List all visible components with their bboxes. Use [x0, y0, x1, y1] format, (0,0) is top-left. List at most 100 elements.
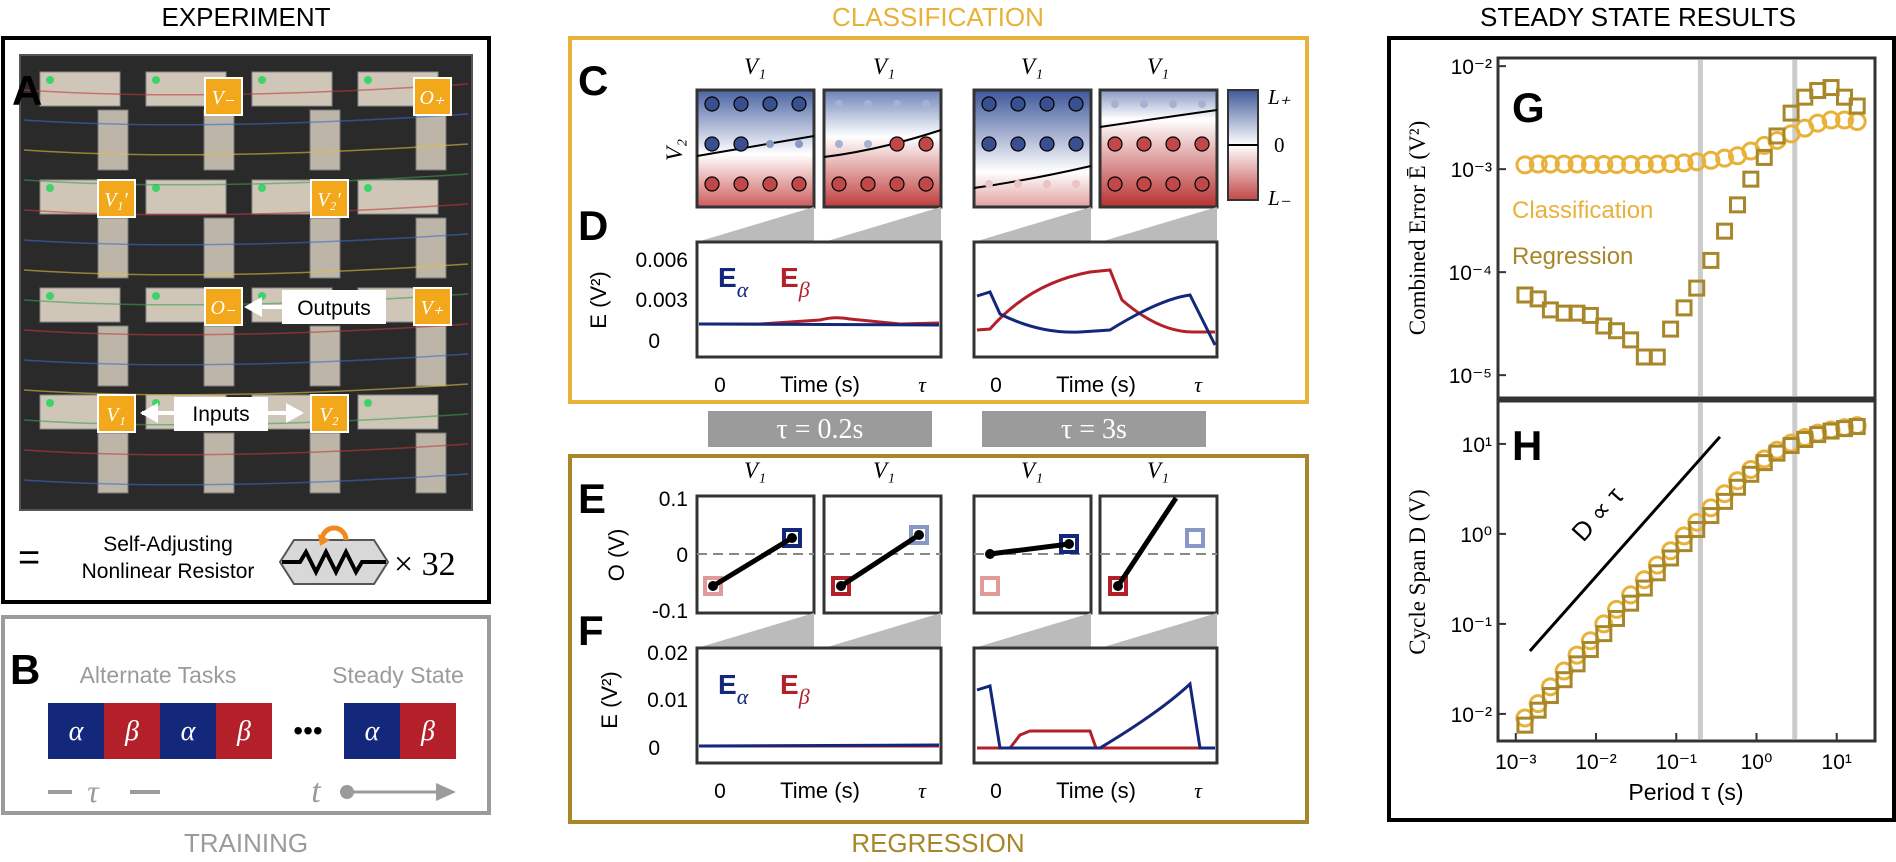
- class-dot: [791, 176, 807, 192]
- h-point-regression-11: [1662, 549, 1680, 567]
- class-dot: [1107, 136, 1123, 152]
- class-dot: [1111, 100, 1119, 108]
- h-point-regression-14: [1702, 507, 1720, 525]
- board-led: [364, 76, 372, 84]
- board-wire: [23, 203, 469, 216]
- e-title-v1-4: V₁: [1147, 458, 1169, 483]
- g-point-classification-10: [1647, 154, 1667, 174]
- chart-g-marks: 10⁻² 10⁻³ 10⁻⁴ 10⁻⁵: [1449, 56, 1867, 396]
- class-dot: [1014, 180, 1022, 188]
- board-wire: [23, 353, 469, 366]
- wedge-e-f-3: [974, 613, 1091, 648]
- board-led: [152, 76, 160, 84]
- board-module: [309, 432, 341, 494]
- class-dot: [889, 176, 905, 192]
- panel-letter-g: G: [1512, 84, 1545, 131]
- g-point-classification-11: [1661, 154, 1681, 174]
- h-xlabel: Period τ (s): [1628, 779, 1743, 805]
- h-xtick-label-1: 10⁻²: [1575, 751, 1616, 774]
- g-point-classification-13: [1687, 152, 1707, 172]
- g-point-classification-24: [1834, 110, 1854, 130]
- g-point-regression-1: [1529, 290, 1547, 308]
- colorbar-l-minus: L₋: [1267, 186, 1291, 210]
- board-module: [415, 217, 447, 279]
- class-dot: [1043, 180, 1051, 188]
- class-dot: [704, 96, 720, 112]
- panel-letter-e: E: [578, 475, 606, 522]
- e-title-v1-1: V₁: [744, 458, 766, 483]
- tau-label-right: τ = 3s: [1061, 414, 1127, 445]
- wedge-e-f-1: [697, 613, 814, 648]
- e-plot-2: [822, 494, 943, 615]
- board-led: [46, 184, 54, 192]
- h-point-regression-6: [1595, 625, 1613, 643]
- class-dot: [1039, 96, 1055, 112]
- class-dot: [1169, 100, 1177, 108]
- h-ytick-label-3: 10⁻²: [1451, 704, 1492, 727]
- class-dot: [1072, 180, 1080, 188]
- e-title-v1-3: V₁: [1021, 458, 1043, 483]
- c-title-v1-1: V₁: [744, 54, 766, 79]
- task-alpha-1: α: [69, 716, 85, 747]
- class-dot: [1165, 176, 1181, 192]
- e-ytick-0: 0.1: [659, 488, 688, 511]
- c-title-v1-3: V₁: [1021, 54, 1043, 79]
- g-point-regression-14: [1702, 251, 1720, 269]
- task-sequence: α β α β α β •••: [48, 703, 456, 759]
- inputs-label: Inputs: [192, 403, 249, 426]
- panel-letter-f: F: [578, 607, 604, 654]
- task-beta-3: β: [420, 716, 435, 747]
- h-trend-line: [1528, 435, 1722, 653]
- h-ytick-label-1: 10⁰: [1460, 524, 1492, 547]
- f-left-x-start: 0: [714, 780, 726, 803]
- panel-g-plot: [1496, 56, 1877, 400]
- board-module: [203, 217, 235, 279]
- wedge-c-d-4: [1100, 207, 1217, 242]
- e-ylabel: O (V): [604, 529, 629, 582]
- g-point-classification-14: [1701, 150, 1721, 170]
- panel-letter-h: H: [1512, 422, 1542, 469]
- h-point-regression-1: [1529, 701, 1547, 719]
- steady-state-title: STEADY STATE RESULTS: [1480, 2, 1796, 32]
- g-ylabel: Combined Error Ē (V²): [1405, 121, 1430, 335]
- d-left-x-end: τ: [918, 372, 927, 397]
- board-wire: [23, 173, 469, 186]
- c-ylabel-v2: V₂: [662, 139, 687, 161]
- board-led: [152, 184, 160, 192]
- f-legend-e-beta: Eβ: [780, 669, 810, 709]
- board-led: [46, 399, 54, 407]
- h-point-regression-2: [1541, 687, 1559, 705]
- node-v2: V₂: [319, 404, 338, 426]
- equals-sign: =: [18, 537, 40, 579]
- d-left-x-label: Time (s): [780, 372, 860, 397]
- g-point-regression-8: [1622, 331, 1640, 349]
- g-point-regression-15: [1716, 222, 1734, 240]
- board-module: [97, 325, 129, 387]
- class-dot: [1140, 100, 1148, 108]
- board-module: [39, 71, 121, 107]
- panel-h-plot: [1496, 399, 1877, 743]
- ellipsis-dots: •••: [293, 715, 322, 746]
- class-dot: [864, 100, 872, 108]
- class-dot: [1068, 136, 1084, 152]
- g-point-regression-10: [1648, 348, 1666, 366]
- h-xtick-label-0: 10⁻³: [1495, 751, 1536, 774]
- experiment-title: EXPERIMENT: [161, 2, 330, 32]
- time-arrow-head: [436, 783, 456, 801]
- d-ylabel: E (V²): [586, 271, 611, 328]
- colorbar-zero: 0: [1274, 133, 1285, 157]
- board-led: [364, 184, 372, 192]
- d-left-e-beta: [699, 316, 940, 326]
- h-point-regression-12: [1675, 535, 1693, 553]
- h-point-regression-4: [1568, 655, 1586, 673]
- class-dot: [791, 96, 807, 112]
- training-label: TRAINING: [184, 828, 308, 858]
- class-dot: [1165, 136, 1181, 152]
- class-dot: [704, 136, 720, 152]
- d-ytick-1: 0.003: [635, 289, 688, 312]
- resistor-label-line2: Nonlinear Resistor: [82, 560, 255, 583]
- board-wire: [23, 113, 469, 126]
- g-point-classification-1: [1528, 154, 1548, 174]
- class-dot: [864, 140, 872, 148]
- board-led: [258, 292, 266, 300]
